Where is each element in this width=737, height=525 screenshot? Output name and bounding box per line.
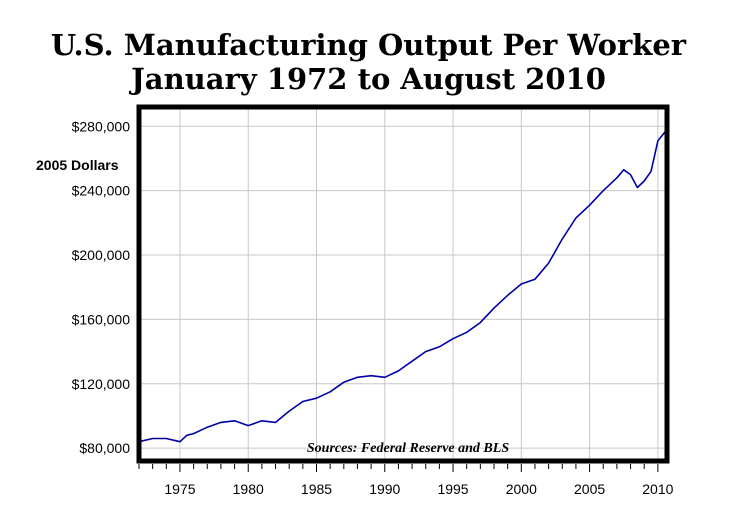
x-tick-label: 1995	[437, 481, 468, 497]
y-axis-ticks: $80,000 $120,000 $160,000 $200,000 $240,000 $…	[72, 118, 131, 456]
x-tick-label: 1980	[233, 481, 264, 497]
y-axis-label: 2005 Dollars	[36, 157, 119, 173]
series-line	[138, 128, 668, 443]
x-tick-label: 2010	[642, 481, 673, 497]
y-tick-label: $80,000	[79, 440, 130, 456]
y-tick-label: $160,000	[72, 311, 131, 327]
y-tick-label: $240,000	[72, 183, 131, 199]
plot-frame	[136, 104, 670, 464]
x-tick-label: 1985	[301, 481, 332, 497]
x-tick-label: 2005	[574, 481, 605, 497]
source-annotation: Sources: Federal Reserve and BLS	[307, 441, 509, 456]
y-tick-label: $280,000	[72, 118, 131, 134]
y-tick-label: $200,000	[72, 247, 131, 263]
chart-title: U.S. Manufacturing Output Per Worker	[50, 28, 687, 62]
y-tick-label: $120,000	[72, 376, 131, 392]
x-tick-label: 2000	[506, 481, 537, 497]
x-axis-ticks: 1975 1980 1985 1990 1995 2000 2005 2010	[138, 464, 674, 497]
x-tick-label: 1975	[164, 481, 195, 497]
x-tick-label: 1990	[369, 481, 400, 497]
chart-subtitle: January 1972 to August 2010	[131, 62, 606, 96]
gridlines	[139, 107, 667, 461]
